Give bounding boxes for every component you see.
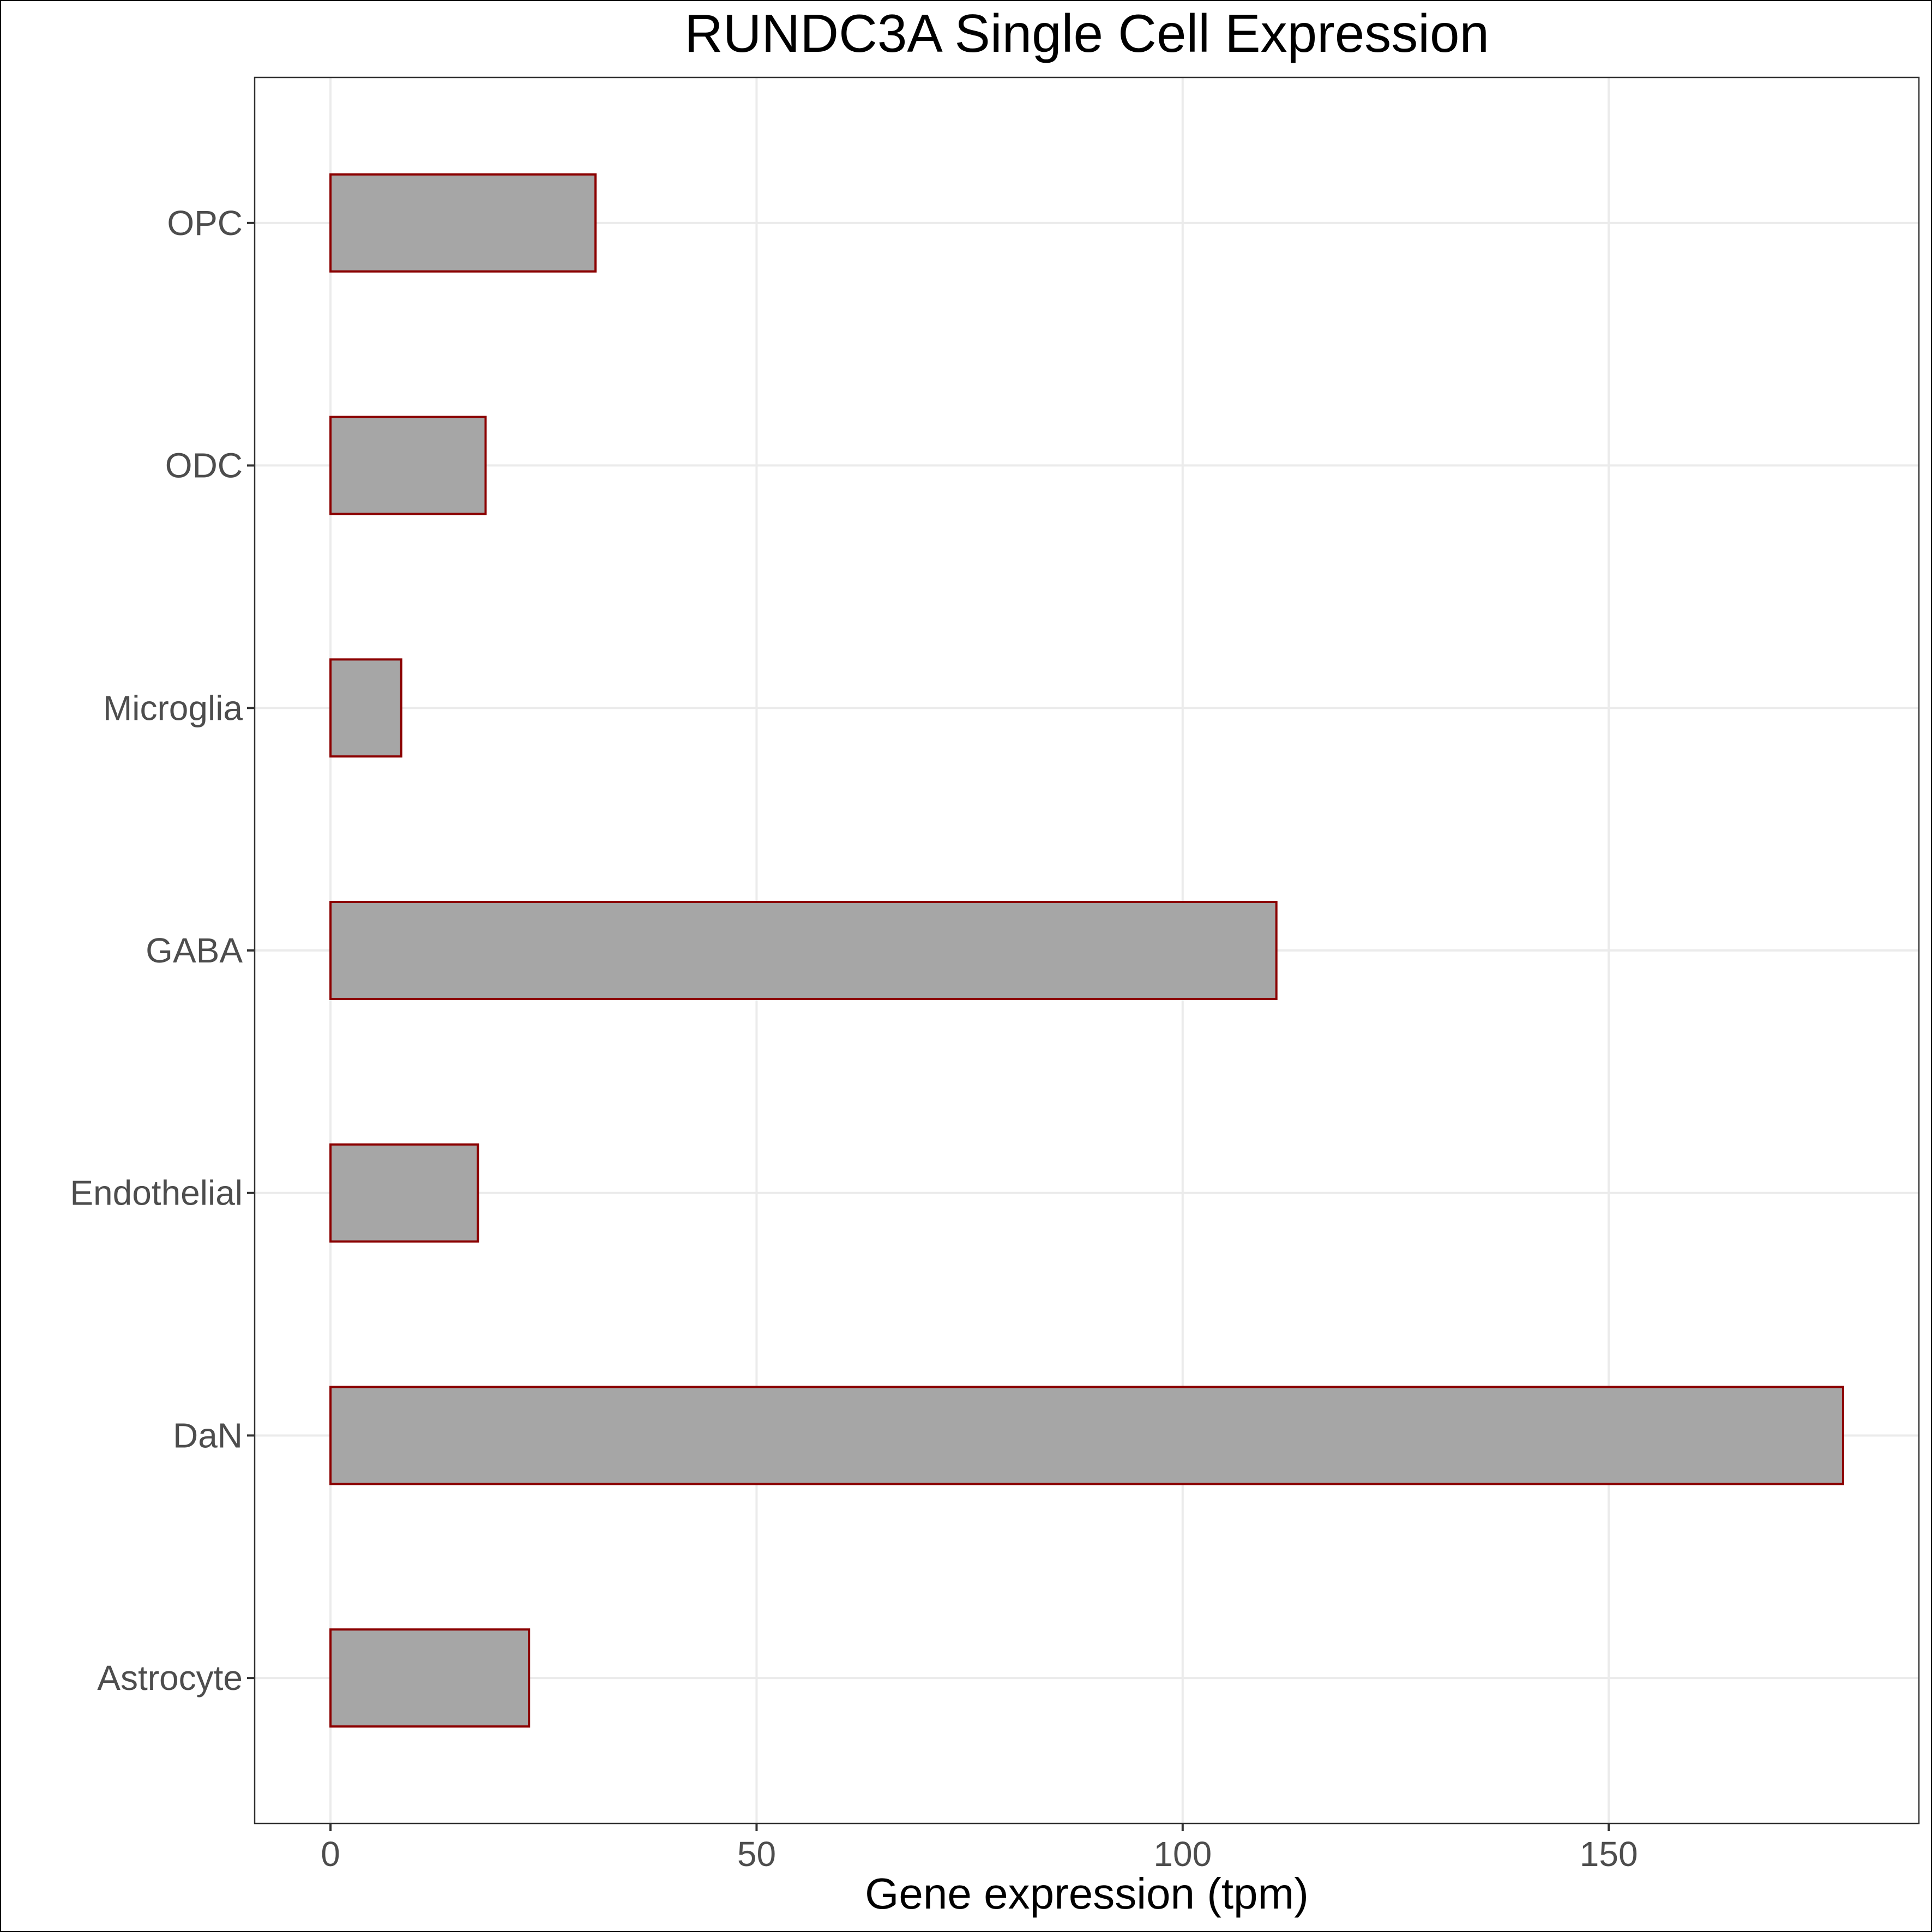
bar-endothelial bbox=[329, 1143, 479, 1243]
y-tick-label-astrocyte: Astrocyte bbox=[97, 1658, 243, 1698]
bar-microglia bbox=[329, 658, 402, 758]
bar-odc bbox=[329, 416, 487, 515]
y-tick-label-microglia: Microglia bbox=[103, 688, 243, 727]
x-axis-ticks: 0 50 100 150 bbox=[321, 1823, 1638, 1874]
y-axis-ticks: Astrocyte DaN Endothelial GABA Microglia ODC O… bbox=[70, 203, 255, 1698]
y-tick-label-gaba: GABA bbox=[146, 931, 243, 970]
y-tick-label-dan: DaN bbox=[173, 1416, 243, 1455]
y-tick-label-opc: OPC bbox=[167, 203, 243, 243]
x-tick-label: 0 bbox=[321, 1834, 340, 1874]
x-axis-title: Gene expression (tpm) bbox=[865, 1869, 1309, 1918]
bar-astrocyte bbox=[329, 1628, 531, 1728]
bar-gaba bbox=[329, 901, 1278, 1000]
y-tick-label-odc: ODC bbox=[165, 446, 243, 485]
x-tick-label: 50 bbox=[737, 1834, 776, 1874]
bars bbox=[329, 173, 1844, 1728]
y-tick-label-endothelial: Endothelial bbox=[70, 1173, 243, 1213]
x-tick-label: 100 bbox=[1153, 1834, 1212, 1874]
chart-title: RUNDC3A Single Cell Expression bbox=[684, 3, 1489, 63]
bar-opc bbox=[329, 173, 597, 273]
bar-dan bbox=[329, 1386, 1844, 1485]
x-tick-label: 150 bbox=[1580, 1834, 1638, 1874]
